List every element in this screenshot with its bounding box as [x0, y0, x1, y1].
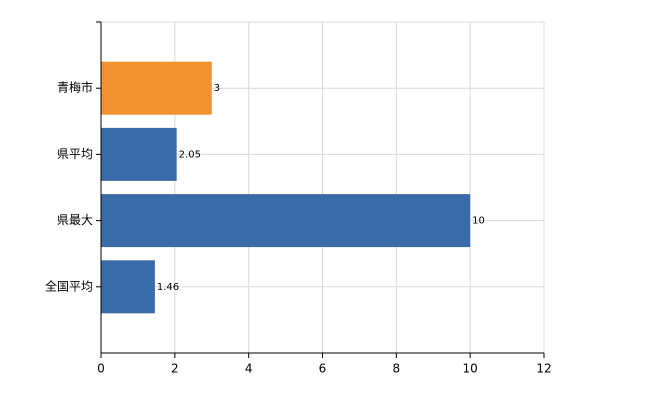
bar: [101, 127, 177, 181]
bar: [101, 61, 212, 115]
bar: [101, 194, 471, 248]
x-tick-label: 6: [319, 362, 327, 376]
x-tick-label: 10: [463, 362, 478, 376]
x-tick-label: 4: [245, 362, 253, 376]
value-label: 10: [472, 216, 485, 227]
x-tick-label: 2: [171, 362, 179, 376]
value-label: 1.46: [157, 282, 179, 293]
bar: [101, 260, 155, 314]
y-tick-label: 県最大: [57, 213, 93, 227]
y-tick-label: 県平均: [57, 147, 93, 161]
x-tick-label: 12: [536, 362, 551, 376]
y-tick-label: 全国平均: [45, 278, 93, 293]
x-tick-label: 0: [97, 362, 105, 376]
x-tick-label: 8: [393, 362, 401, 376]
y-tick-label: 青梅市: [57, 80, 93, 95]
value-label: 2.05: [179, 149, 201, 160]
value-label: 3: [214, 83, 220, 94]
